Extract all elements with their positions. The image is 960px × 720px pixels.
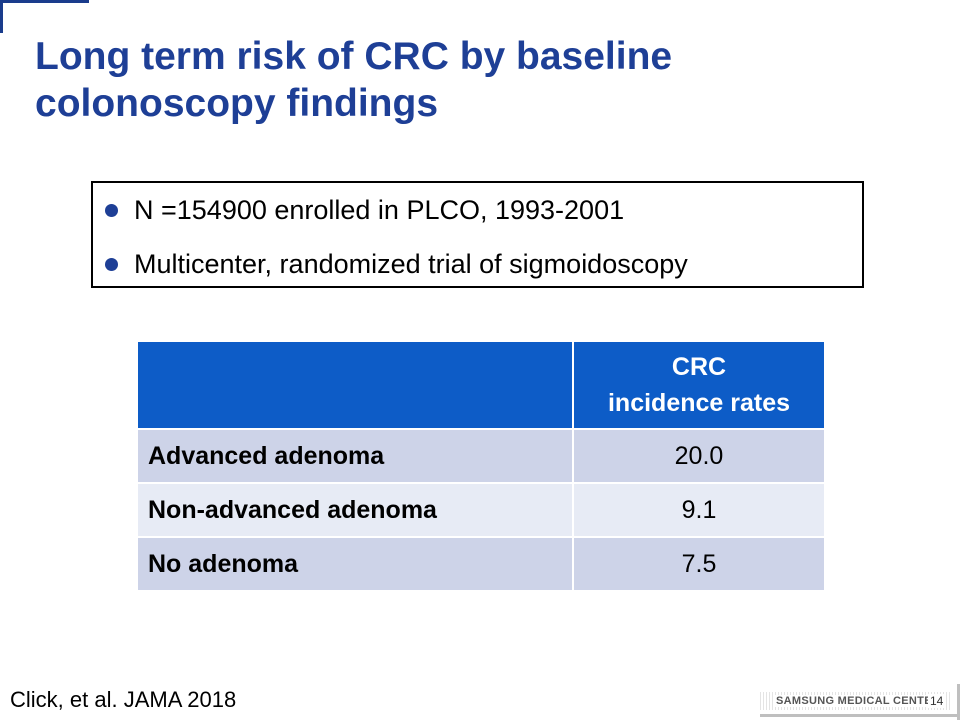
row-value: 20.0 — [572, 428, 826, 484]
header-crc-line1: CRC — [671, 353, 727, 381]
table-header-row: CRC incidence rates — [136, 340, 826, 430]
bullet-text: N =154900 enrolled in PLCO, 1993-2001 — [134, 195, 625, 225]
bullet-box: N =154900 enrolled in PLCO, 1993-2001 Mu… — [91, 181, 864, 288]
bullet-item: N =154900 enrolled in PLCO, 1993-2001 — [105, 195, 624, 226]
table-header-blank — [136, 340, 574, 430]
bullet-text: Multicenter, randomized trial of sigmoid… — [134, 249, 688, 279]
corner-accent-vertical — [0, 0, 3, 33]
corner-accent-horizontal — [0, 0, 89, 3]
row-value: 9.1 — [572, 482, 826, 538]
bullet-item: Multicenter, randomized trial of sigmoid… — [105, 249, 688, 280]
table-row: Advanced adenoma 20.0 — [136, 428, 826, 484]
page-number: 14 — [928, 694, 946, 708]
row-label: Advanced adenoma — [136, 428, 574, 484]
table-row: Non-advanced adenoma 9.1 — [136, 482, 826, 538]
table-row: No adenoma 7.5 — [136, 536, 826, 592]
reference-citation: Click, et al. JAMA 2018 — [10, 687, 237, 712]
footer-divider — [760, 714, 960, 717]
row-label: Non-advanced adenoma — [136, 482, 574, 538]
bullet-dot-icon — [105, 204, 118, 217]
brand-logo-text: SAMSUNG MEDICAL CENTER — [774, 695, 943, 707]
table-header-crc: CRC incidence rates — [572, 340, 826, 430]
header-crc-line2: incidence rates — [607, 389, 791, 417]
crc-incidence-table: CRC incidence rates Advanced adenoma 20.… — [136, 340, 826, 592]
slide-title: Long term risk of CRC by baseline colono… — [35, 35, 673, 125]
bullet-dot-icon — [105, 258, 118, 271]
row-value: 7.5 — [572, 536, 826, 592]
row-label: No adenoma — [136, 536, 574, 592]
footer-corner-accent — [957, 684, 960, 720]
